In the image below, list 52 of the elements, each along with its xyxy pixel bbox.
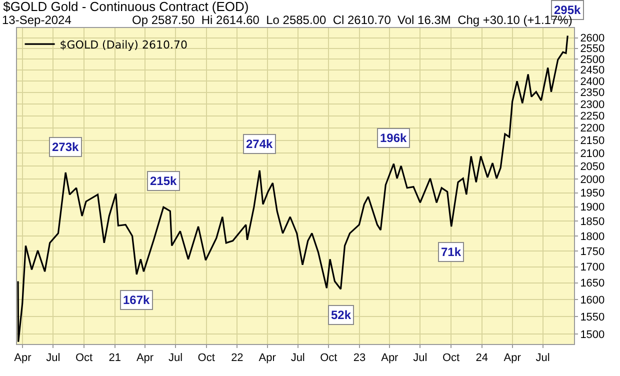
y-tick-label: 2450 <box>580 64 605 77</box>
y-tick-label: 1800 <box>580 230 605 243</box>
y-tick-label: 2500 <box>580 54 605 66</box>
y-tick-label: 2150 <box>580 135 605 148</box>
y-tick-label: 2400 <box>580 76 605 88</box>
x-tick-label: 22 <box>231 352 244 364</box>
y-tick-label: 2350 <box>580 87 605 100</box>
x-tick-label: Jul <box>536 352 550 364</box>
y-tick-label: 2000 <box>580 174 605 186</box>
x-tick-label: Oct <box>442 352 460 364</box>
y-tick-label: 1900 <box>580 202 605 214</box>
x-tick-label: Oct <box>198 352 215 364</box>
x-tick-label: Apr <box>258 352 276 364</box>
legend-label: $GOLD (Daily) 2610.70 <box>60 38 188 52</box>
y-tick-label: 1500 <box>580 329 605 342</box>
text: 13-Sep-2024 <box>2 13 72 27</box>
annotation: 52k <box>331 308 352 322</box>
y-tick-label: 2200 <box>580 122 605 135</box>
x-tick-label: Apr <box>136 352 154 364</box>
y-tick-label: 1550 <box>580 311 605 324</box>
x-tick-label: Jul <box>290 352 305 364</box>
y-tick-label: 1600 <box>580 294 605 306</box>
x-tick-label: 24 <box>476 352 488 364</box>
x-tick-label: Apr <box>14 352 32 364</box>
y-tick-label: 1700 <box>580 262 605 274</box>
annotation: 196k <box>380 131 408 145</box>
y-tick-label: 1850 <box>580 216 605 228</box>
y-tick-label: 2600 <box>580 32 605 45</box>
x-tick-label: Apr <box>381 352 399 364</box>
annotation: 274k <box>246 137 274 151</box>
x-tick-label: 21 <box>108 352 121 364</box>
y-tick-label: 2300 <box>580 98 605 111</box>
x-tick-label: Apr <box>504 352 522 364</box>
y-tick-label: 2550 <box>580 43 605 56</box>
x-tick-label: 23 <box>353 352 366 364</box>
x-tick-label: Jul <box>168 352 183 364</box>
y-tick-label: 2250 <box>580 110 605 123</box>
x-tick-label: Oct <box>320 352 338 364</box>
y-tick-label: 2100 <box>580 148 605 160</box>
chart-title: $GOLD Gold - Continuous Contract (EOD) <box>3 0 249 14</box>
x-tick-label: Oct <box>75 352 93 364</box>
annotation: 71k <box>441 245 462 259</box>
annotation: 215k <box>150 174 178 188</box>
annotation: 167k <box>123 293 150 307</box>
y-tick-label: 1750 <box>580 246 605 258</box>
x-tick-label: Jul <box>413 352 428 364</box>
y-tick-label: 1950 <box>580 188 605 200</box>
annotation: 273k <box>52 140 80 154</box>
y-tick-label: 2050 <box>580 160 605 173</box>
x-tick-label: Jul <box>46 352 60 364</box>
line-series <box>17 34 568 343</box>
y-tick-label: 1650 <box>580 278 605 290</box>
